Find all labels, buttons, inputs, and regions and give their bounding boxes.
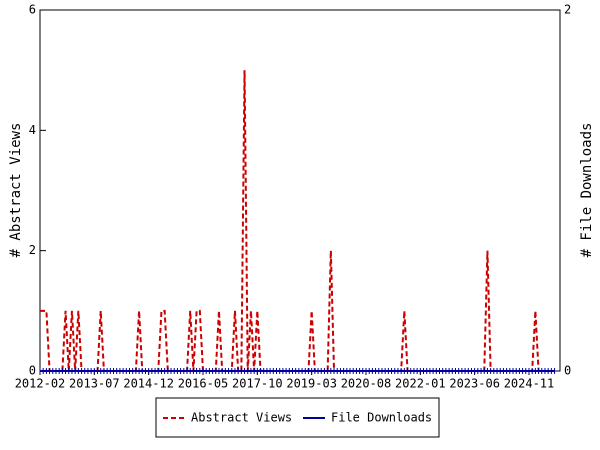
y-axis-label: # Abstract Views bbox=[8, 123, 24, 258]
x-tick-label: 2019-03 bbox=[286, 377, 337, 391]
x-tick-label: 2023-06 bbox=[449, 377, 500, 391]
x-tick-label: 2024-11 bbox=[504, 377, 555, 391]
x-tick-label: 2013-07 bbox=[69, 377, 120, 391]
y-tick-label: 2 bbox=[29, 243, 36, 257]
x-tick-label: 2012-02 bbox=[15, 377, 66, 391]
series-line bbox=[40, 70, 555, 372]
plot-frame bbox=[39, 9, 561, 372]
x-tick-label: 2014-12 bbox=[123, 377, 174, 391]
y2-tick-label: 2 bbox=[564, 3, 571, 17]
x-tick-label: 2016-05 bbox=[178, 377, 229, 391]
legend-label: Abstract Views bbox=[191, 411, 292, 425]
legend-label: File Downloads bbox=[331, 411, 432, 425]
y-tick-label: 4 bbox=[29, 123, 36, 137]
y-tick-label: 0 bbox=[29, 364, 36, 378]
y2-tick-label: 0 bbox=[564, 364, 571, 378]
y2-axis-label: # File Downloads bbox=[579, 123, 595, 258]
y-tick-label: 6 bbox=[29, 3, 36, 17]
x-tick-label: 2022-01 bbox=[395, 377, 446, 391]
legend bbox=[155, 397, 440, 438]
x-tick-label: 2017-10 bbox=[232, 377, 283, 391]
x-tick-label: 2020-08 bbox=[341, 377, 392, 391]
